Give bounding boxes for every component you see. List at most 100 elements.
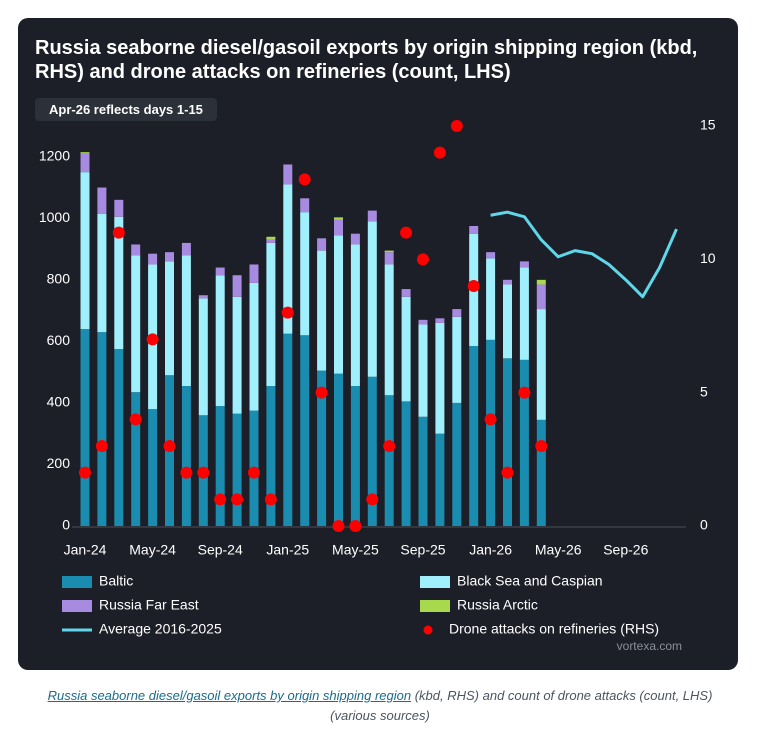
bar: [114, 216, 124, 350]
x-tick-label: May-26: [535, 542, 582, 558]
bar: [97, 187, 107, 214]
bar: [283, 164, 293, 185]
x-tick-label: Sep-24: [198, 542, 243, 558]
drone-dot: [315, 386, 328, 399]
bar: [148, 253, 158, 265]
drone-dot: [214, 493, 227, 506]
bar: [80, 153, 90, 173]
legend-swatch: [420, 600, 450, 612]
chart-title: Russia seaborne diesel/gasoil exports by…: [35, 37, 698, 83]
bar: [249, 264, 259, 283]
bar: [536, 279, 546, 285]
bar: [249, 282, 259, 411]
annotation: Apr-26 reflects days 1-15: [35, 98, 217, 121]
bar: [418, 324, 428, 417]
drone-dot: [349, 520, 362, 532]
bar: [266, 386, 276, 526]
bar: [503, 279, 512, 285]
bar: [350, 386, 360, 526]
bar: [384, 395, 394, 526]
drone-dot: [366, 493, 379, 506]
drone-dot: [535, 440, 548, 452]
bar: [131, 392, 141, 526]
drone-dot: [332, 520, 345, 532]
x-tick-label: May-25: [332, 542, 379, 558]
bar: [536, 284, 546, 310]
drone-dot: [129, 413, 142, 426]
bar: [80, 172, 90, 330]
bar: [536, 309, 546, 420]
x-tick-label: Jan-24: [64, 542, 107, 558]
bar: [503, 358, 512, 526]
bar: [283, 333, 293, 526]
bar: [486, 339, 496, 526]
bar: [435, 433, 445, 526]
bar: [215, 267, 225, 276]
drone-dot: [383, 440, 396, 452]
average-line: [490, 210, 678, 299]
legend-label: Black Sea and Caspian: [457, 573, 603, 589]
bar: [435, 318, 445, 323]
bar: [401, 296, 411, 402]
bar: [452, 402, 462, 526]
x-tick-label: Sep-25: [400, 542, 445, 558]
drone-dot: [281, 306, 294, 319]
bar: [334, 219, 343, 236]
legend-label: Russia Far East: [99, 597, 199, 613]
legend-swatch: [423, 625, 433, 635]
y-tick-label: 0: [62, 517, 70, 533]
bar: [536, 419, 546, 526]
bar: [232, 413, 242, 526]
bar: [350, 233, 360, 245]
bar: [232, 275, 242, 297]
y2-tick-label: 5: [700, 383, 708, 399]
bar: [384, 252, 394, 265]
watermark: vortexa.com: [617, 639, 682, 653]
bar: [80, 152, 90, 154]
bar: [418, 416, 428, 526]
drone-dot: [248, 466, 260, 479]
legend-label: Drone attacks on refineries (RHS): [449, 621, 659, 637]
bar: [469, 226, 479, 234]
drone-dot: [484, 413, 497, 426]
drone-dot: [146, 333, 159, 346]
bar: [232, 296, 242, 414]
drone-dot: [163, 440, 176, 452]
bar: [401, 289, 411, 297]
bar: [367, 210, 377, 222]
y2-tick-label: 15: [700, 117, 716, 133]
bar: [435, 322, 445, 434]
bar: [300, 335, 310, 526]
bar: [165, 261, 174, 376]
drone-dot: [450, 120, 463, 132]
bar: [418, 319, 428, 325]
bar: [300, 198, 310, 213]
bar: [519, 267, 529, 360]
drone-dot: [197, 466, 210, 479]
bar: [334, 373, 343, 526]
y-tick-label: 400: [47, 394, 71, 410]
bar: [181, 255, 191, 386]
caption: Russia seaborne diesel/gasoil exports by…: [30, 686, 730, 726]
y-tick-label: 1200: [39, 147, 70, 163]
legend-swatch: [420, 576, 450, 588]
bar: [165, 252, 174, 262]
legend-swatch: [62, 576, 92, 588]
bar: [452, 309, 462, 317]
caption-text: (kbd, RHS) and count of drone attacks (c…: [330, 688, 713, 723]
bar: [80, 329, 90, 526]
legend-label: Average 2016-2025: [99, 621, 222, 637]
bar: [367, 376, 377, 526]
bar: [266, 242, 276, 386]
drone-dot: [467, 280, 480, 292]
drone-dot: [501, 466, 514, 479]
bar: [114, 199, 124, 217]
bar: [519, 261, 529, 268]
bar: [503, 284, 512, 359]
bar: [114, 349, 124, 526]
bar: [198, 295, 208, 299]
drone-dot: [518, 386, 531, 399]
bar: [452, 316, 462, 403]
caption-link[interactable]: Russia seaborne diesel/gasoil exports by…: [47, 688, 412, 703]
